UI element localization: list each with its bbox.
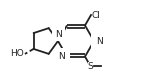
Text: N: N — [58, 52, 65, 61]
Text: Cl: Cl — [92, 11, 101, 20]
Text: N: N — [96, 37, 103, 45]
Text: N: N — [55, 29, 62, 39]
Text: S: S — [88, 62, 93, 71]
Text: HO: HO — [10, 49, 23, 58]
